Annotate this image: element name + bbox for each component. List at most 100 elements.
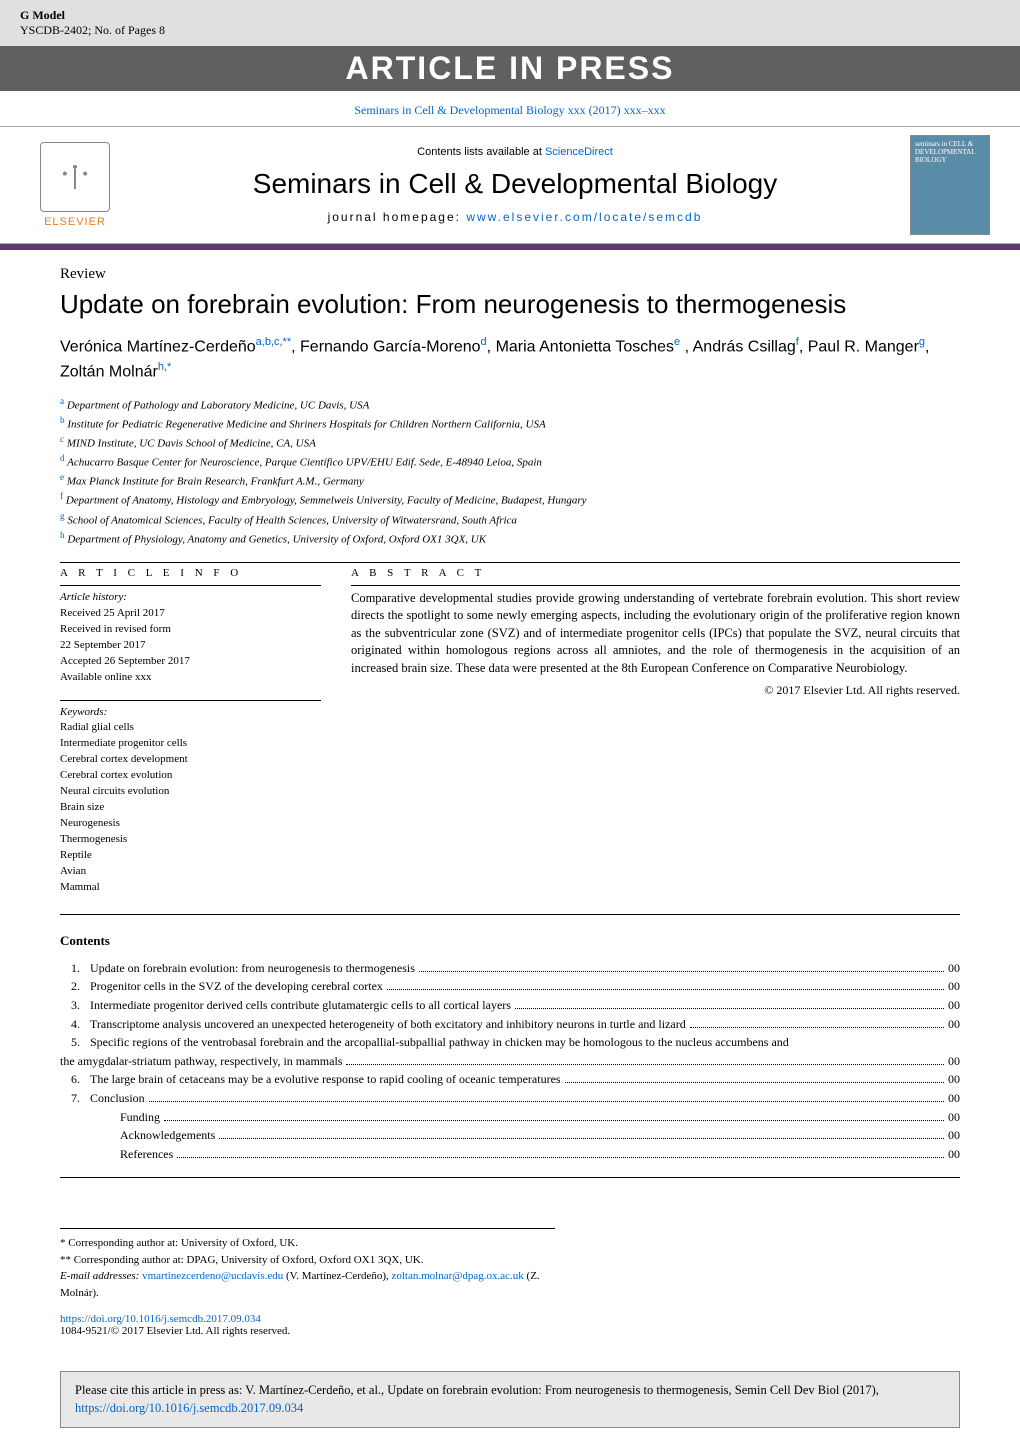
article-info-col: A R T I C L E I N F O Article history: R… (60, 567, 321, 910)
affiliation-line: f Department of Anatomy, Histology and E… (60, 490, 960, 509)
toc-page: 00 (948, 996, 960, 1015)
toc-label: Acknowledgements (120, 1126, 215, 1145)
keywords-block: Keywords: Radial glial cellsIntermediate… (60, 705, 321, 896)
abstract-text: Comparative developmental studies provid… (351, 590, 960, 678)
issn-line: 1084-9521/© 2017 Elsevier Ltd. All right… (60, 1325, 960, 1337)
email-line: E-mail addresses: vmartinezcerdeno@ucdav… (60, 1268, 555, 1301)
toc-page: 00 (948, 1089, 960, 1108)
footnotes: * Corresponding author at: University of… (60, 1228, 555, 1301)
keyword: Neurogenesis (60, 816, 321, 832)
affiliation-line: h Department of Physiology, Anatomy and … (60, 529, 960, 548)
toc-num: 3. (60, 996, 90, 1015)
affiliations: a Department of Pathology and Laboratory… (60, 395, 960, 548)
toc-dots (149, 1101, 944, 1102)
divider (60, 914, 960, 915)
masthead: ELSEVIER Contents lists available at Sci… (0, 126, 1020, 244)
divider (60, 1177, 960, 1178)
keyword: Intermediate progenitor cells (60, 736, 321, 752)
abstract-heading: A B S T R A C T (351, 567, 960, 579)
table-of-contents: 1.Update on forebrain evolution: from ne… (60, 959, 960, 1164)
keyword: Cerebral cortex development (60, 752, 321, 768)
toc-row: 2.Progenitor cells in the SVZ of the dev… (60, 977, 960, 996)
divider (351, 585, 960, 586)
toc-page: 00 (948, 1145, 960, 1164)
article-info-heading: A R T I C L E I N F O (60, 567, 321, 579)
toc-label: Funding (120, 1108, 160, 1127)
journal-cover-thumb: seminars in CELL & DEVELOPMENTAL BIOLOGY (910, 135, 990, 235)
toc-row: 7.Conclusion 00 (60, 1089, 960, 1108)
page-header: G Model YSCDB-2402; No. of Pages 8 (0, 0, 1020, 46)
cite-box: Please cite this article in press as: V.… (60, 1371, 960, 1428)
affiliation-line: g School of Anatomical Sciences, Faculty… (60, 510, 960, 529)
gmodel-label: G Model (20, 8, 1000, 23)
elsevier-tree-icon (40, 142, 110, 212)
history-line: Received 25 April 2017 (60, 606, 321, 622)
toc-page: 00 (948, 959, 960, 978)
affiliation-line: a Department of Pathology and Laboratory… (60, 395, 960, 414)
toc-label: the amygdalar-striatum pathway, respecti… (60, 1052, 342, 1071)
email-link-1[interactable]: vmartinezcerdeno@ucdavis.edu (142, 1270, 283, 1282)
affiliation-line: b Institute for Pediatric Regenerative M… (60, 414, 960, 433)
abstract-col: A B S T R A C T Comparative developmenta… (351, 567, 960, 910)
toc-label: Intermediate progenitor derived cells co… (90, 996, 511, 1015)
doi-link[interactable]: https://doi.org/10.1016/j.semcdb.2017.09… (60, 1313, 261, 1325)
cite-doi-link[interactable]: https://doi.org/10.1016/j.semcdb.2017.09… (75, 1401, 303, 1415)
toc-num: 2. (60, 977, 90, 996)
keywords-label: Keywords: (60, 705, 321, 721)
toc-page: 00 (948, 1052, 960, 1071)
toc-num: 4. (60, 1015, 90, 1034)
toc-row: 3.Intermediate progenitor derived cells … (60, 996, 960, 1015)
toc-label: Specific regions of the ventrobasal fore… (90, 1033, 789, 1052)
email-link-2[interactable]: zoltan.molnar@dpag.ox.ac.uk (391, 1270, 523, 1282)
toc-num: 6. (60, 1070, 90, 1089)
keyword: Cerebral cortex evolution (60, 768, 321, 784)
toc-page: 00 (948, 1126, 960, 1145)
authors-line: Verónica Martínez-Cerdeñoa,b,c,**, Ferna… (60, 334, 960, 385)
homepage-label: journal homepage: (328, 210, 461, 224)
toc-row: 1.Update on forebrain evolution: from ne… (60, 959, 960, 978)
keyword: Reptile (60, 848, 321, 864)
toc-num: 1. (60, 959, 90, 978)
homepage-link[interactable]: www.elsevier.com/locate/semcdb (466, 210, 702, 224)
affiliation-line: d Achucarro Basque Center for Neuroscien… (60, 452, 960, 471)
sciencedirect-link[interactable]: ScienceDirect (545, 146, 613, 158)
email-label: E-mail addresses: (60, 1270, 139, 1282)
article-type: Review (60, 266, 960, 283)
toc-num: 5. (60, 1033, 90, 1052)
toc-dots (515, 1008, 944, 1009)
email-person-1: (V. Martínez-Cerdeño), (286, 1270, 389, 1282)
journal-title: Seminars in Cell & Developmental Biology (140, 168, 890, 200)
journal-center: Contents lists available at ScienceDirec… (140, 146, 890, 224)
keyword: Thermogenesis (60, 832, 321, 848)
elsevier-word: ELSEVIER (44, 216, 106, 228)
toc-label: References (120, 1145, 173, 1164)
toc-num: 7. (60, 1089, 90, 1108)
toc-dots (690, 1027, 944, 1028)
corresponding-2: ** Corresponding author at: DPAG, Univer… (60, 1252, 555, 1269)
affiliation-line: e Max Planck Institute for Brain Researc… (60, 471, 960, 490)
cite-text: Please cite this article in press as: V.… (75, 1383, 879, 1397)
keyword: Radial glial cells (60, 720, 321, 736)
affiliation-line: c MIND Institute, UC Davis School of Med… (60, 433, 960, 452)
toc-dots (419, 971, 944, 972)
contents-available: Contents lists available at ScienceDirec… (140, 146, 890, 158)
toc-row: 6.The large brain of cetaceans may be a … (60, 1070, 960, 1089)
keyword: Neural circuits evolution (60, 784, 321, 800)
history-line: Available online xxx (60, 670, 321, 686)
history-line: Accepted 26 September 2017 (60, 654, 321, 670)
citation-link[interactable]: Seminars in Cell & Developmental Biology… (354, 103, 665, 117)
history-line: Received in revised form (60, 622, 321, 638)
contents-heading: Contents (60, 933, 960, 949)
toc-label: Progenitor cells in the SVZ of the devel… (90, 977, 383, 996)
toc-row: Acknowledgements 00 (60, 1126, 960, 1145)
toc-row: the amygdalar-striatum pathway, respecti… (60, 1052, 960, 1071)
history-line: 22 September 2017 (60, 638, 321, 654)
toc-row: References 00 (60, 1145, 960, 1164)
keyword: Mammal (60, 880, 321, 896)
toc-row: Funding00 (60, 1108, 960, 1127)
serial-label: YSCDB-2402; No. of Pages 8 (20, 23, 1000, 38)
divider (60, 585, 321, 586)
toc-label: Conclusion (90, 1089, 145, 1108)
citation-line: Seminars in Cell & Developmental Biology… (0, 95, 1020, 126)
info-abstract-row: A R T I C L E I N F O Article history: R… (60, 567, 960, 910)
